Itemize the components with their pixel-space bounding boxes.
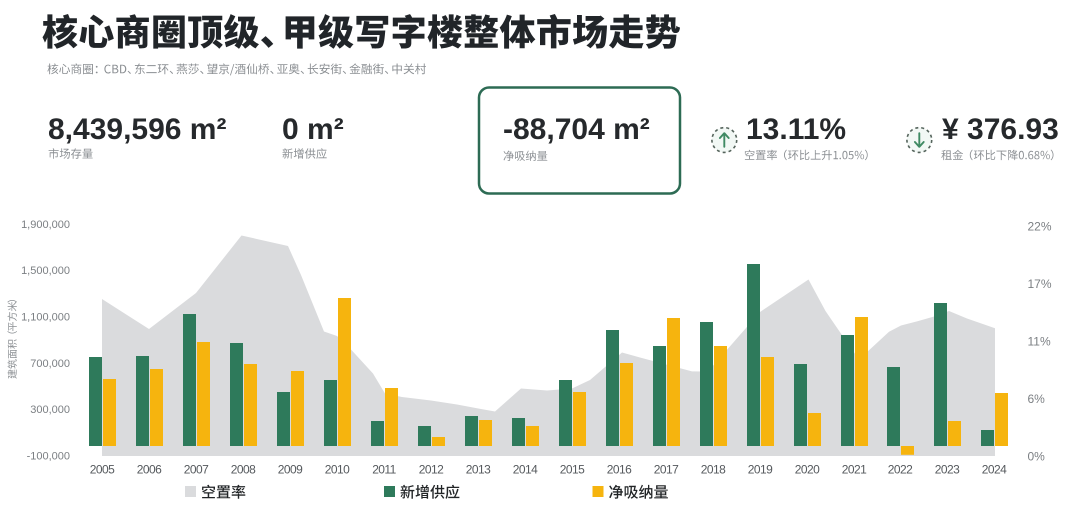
svg-text:700,000: 700,000 <box>30 358 70 370</box>
svg-text:2016: 2016 <box>607 463 632 477</box>
svg-text:2010: 2010 <box>325 463 350 477</box>
svg-text:13.11%: 13.11% <box>746 113 846 146</box>
svg-text:2012: 2012 <box>419 463 444 477</box>
svg-text:-88,704 m²: -88,704 m² <box>503 113 650 146</box>
svg-text:2023: 2023 <box>935 463 960 477</box>
svg-text:2020: 2020 <box>795 463 820 477</box>
svg-text:2006: 2006 <box>137 463 162 477</box>
svg-text:-100,000: -100,000 <box>27 450 70 462</box>
svg-text:2019: 2019 <box>748 463 773 477</box>
svg-text:1,900,000: 1,900,000 <box>21 219 70 231</box>
svg-text:1,100,000: 1,100,000 <box>21 312 70 324</box>
svg-text:0%: 0% <box>1028 449 1046 463</box>
svg-text:22%: 22% <box>1028 219 1052 233</box>
svg-text:8,439,596 m²: 8,439,596 m² <box>48 113 226 146</box>
svg-text:2013: 2013 <box>466 463 491 477</box>
svg-text:2005: 2005 <box>90 463 115 477</box>
svg-text:2014: 2014 <box>513 463 538 477</box>
svg-text:1,500,000: 1,500,000 <box>21 265 70 277</box>
svg-text:11%: 11% <box>1028 334 1051 348</box>
svg-text:2009: 2009 <box>278 463 303 477</box>
svg-text:2007: 2007 <box>184 463 209 477</box>
svg-text:2022: 2022 <box>888 463 913 477</box>
svg-text:2015: 2015 <box>560 463 585 477</box>
svg-text:6%: 6% <box>1028 392 1046 406</box>
svg-text:17%: 17% <box>1028 277 1052 291</box>
svg-text:2011: 2011 <box>372 463 396 477</box>
svg-text:¥ 376.93: ¥ 376.93 <box>942 113 1059 146</box>
svg-text:2021: 2021 <box>842 463 867 477</box>
svg-text:0 m²: 0 m² <box>282 113 344 146</box>
svg-text:300,000: 300,000 <box>30 404 70 416</box>
svg-text:2017: 2017 <box>654 463 679 477</box>
svg-text:2008: 2008 <box>231 463 256 477</box>
svg-text:2018: 2018 <box>701 463 726 477</box>
svg-text:2024: 2024 <box>982 463 1007 477</box>
